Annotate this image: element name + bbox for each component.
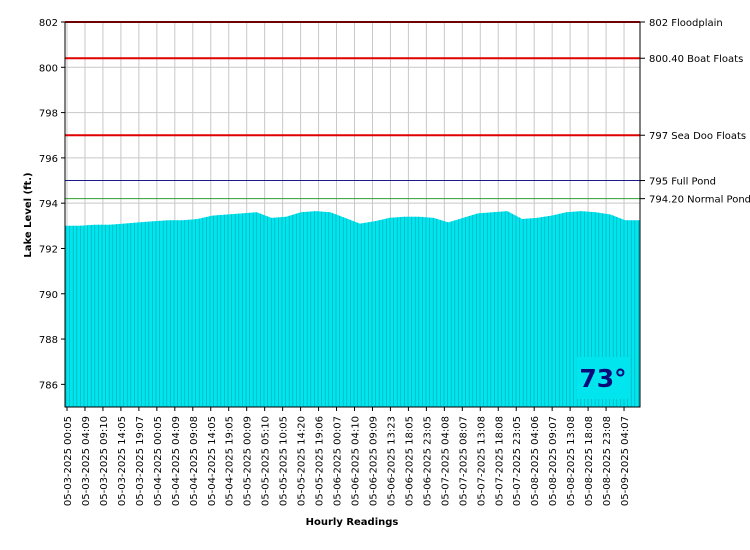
plot-frame	[64, 21, 641, 408]
x-tick-label: 05-08-2025 23:08	[602, 416, 613, 506]
x-tick-label: 05-04-2025 19:05	[225, 416, 236, 506]
y-tick-label: 798	[39, 109, 58, 120]
x-tick-label: 05-03-2025 14:05	[117, 416, 128, 506]
x-tick-label: 05-07-2025 13:08	[476, 416, 487, 506]
x-tick-label: 05-07-2025 23:05	[512, 416, 523, 506]
reference-line-label: 795 Full Pond	[649, 177, 716, 188]
x-tick-label: 05-03-2025 19:07	[135, 416, 146, 506]
x-tick-label: 05-03-2025 00:05	[63, 416, 74, 506]
x-tick-label: 05-08-2025 04:06	[530, 416, 541, 506]
x-tick-label: 05-05-2025 10:05	[279, 416, 290, 506]
y-tick-label: 792	[39, 244, 58, 255]
y-axis-title: Lake Level (ft.)	[23, 172, 34, 257]
lake-level-area	[65, 211, 640, 407]
y-tick-label: 790	[39, 290, 58, 301]
x-tick-label: 05-06-2025 13:23	[386, 416, 397, 506]
x-tick-label: 05-09-2025 04:07	[620, 416, 631, 506]
y-tick-label: 800	[39, 63, 58, 74]
x-tick-label: 05-06-2025 09:09	[368, 416, 379, 506]
y-tick-label: 796	[39, 154, 58, 165]
x-tick-label: 05-05-2025 14:20	[297, 416, 308, 506]
x-tick-label: 05-06-2025 18:05	[404, 416, 415, 506]
x-tick-label: 05-08-2025 13:08	[566, 416, 577, 506]
x-tick-label: 05-08-2025 09:07	[548, 416, 559, 506]
x-tick-label: 05-04-2025 00:05	[153, 416, 164, 506]
y-tick-label: 788	[39, 335, 58, 346]
reference-line-label: 794.20 Normal Pond	[649, 195, 750, 206]
y-tick-label: 786	[39, 380, 58, 391]
x-tick-label: 05-04-2025 04:09	[171, 416, 182, 506]
x-tick-label: 05-07-2025 04:08	[440, 416, 451, 506]
x-tick-label: 05-07-2025 18:08	[494, 416, 505, 506]
x-tick-label: 05-03-2025 09:10	[99, 416, 110, 506]
x-tick-label: 05-06-2025 00:07	[333, 416, 344, 506]
y-axis-ticks: 786 788 790 792 794 796 798 800 802	[39, 18, 65, 391]
x-tick-label: 05-07-2025 08:07	[458, 416, 469, 506]
x-tick-label: 05-06-2025 23:05	[422, 416, 433, 506]
x-tick-label: 05-04-2025 14:05	[207, 416, 218, 506]
temperature-badge: 73°	[577, 357, 629, 399]
x-axis-title: Hourly Readings	[306, 517, 399, 528]
reference-line-label: 800.40 Boat Floats	[649, 54, 743, 65]
temperature-value: 73°	[579, 364, 626, 393]
x-axis-ticks: 05-03-2025 00:05 05-03-2025 04:09 05-03-20…	[63, 407, 631, 506]
x-tick-label: 05-04-2025 09:08	[189, 416, 200, 506]
reference-lines: 802 Floodplain 800.40 Boat Floats 797 Sea …	[65, 18, 750, 206]
x-tick-label: 05-05-2025 19:06	[315, 416, 326, 506]
x-tick-label: 05-05-2025 05:10	[261, 416, 272, 506]
x-tick-label: 05-03-2025 04:09	[81, 416, 92, 506]
y-tick-label: 794	[39, 199, 58, 210]
x-tick-label: 05-06-2025 04:10	[351, 416, 362, 506]
y-tick-label: 802	[39, 18, 58, 29]
x-tick-label: 05-05-2025 00:09	[243, 416, 254, 506]
reference-line-label: 797 Sea Doo Floats	[649, 131, 746, 142]
reference-line-label: 802 Floodplain	[649, 18, 723, 29]
x-tick-label: 05-08-2025 18:08	[584, 416, 595, 506]
